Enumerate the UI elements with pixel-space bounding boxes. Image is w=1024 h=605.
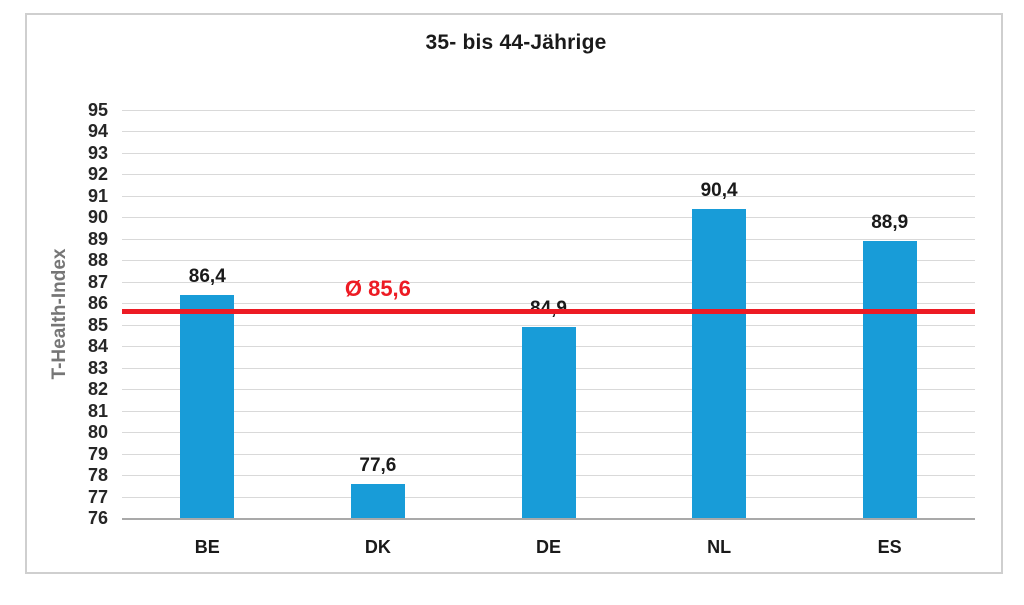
average-line xyxy=(122,309,975,314)
bar-value-label: 86,4 xyxy=(157,266,257,288)
y-tick-label: 78 xyxy=(68,464,108,486)
bar-nl xyxy=(692,209,746,518)
x-axis-line xyxy=(122,518,975,520)
bar-value-label: 88,9 xyxy=(840,212,940,234)
bar-be xyxy=(180,295,234,518)
average-line-label: Ø 85,6 xyxy=(298,276,458,302)
y-tick-label: 79 xyxy=(68,443,108,465)
chart-title: 35- bis 44-Jährige xyxy=(25,31,1007,55)
x-tick-label: DK xyxy=(328,537,428,558)
x-tick-label: DE xyxy=(499,537,599,558)
gridline xyxy=(122,325,975,326)
y-tick-label: 81 xyxy=(68,400,108,422)
y-tick-label: 88 xyxy=(68,249,108,271)
gridline xyxy=(122,239,975,240)
x-tick-label: NL xyxy=(669,537,769,558)
y-tick-label: 84 xyxy=(68,335,108,357)
gridline xyxy=(122,174,975,175)
y-tick-label: 82 xyxy=(68,378,108,400)
y-tick-label: 87 xyxy=(68,271,108,293)
bar-de xyxy=(522,327,576,518)
y-tick-label: 94 xyxy=(68,120,108,142)
y-tick-label: 92 xyxy=(68,163,108,185)
y-tick-label: 83 xyxy=(68,357,108,379)
chart-canvas: 35- bis 44-Jährige T-Health-Index 959493… xyxy=(0,0,1024,605)
gridline xyxy=(122,131,975,132)
y-tick-label: 89 xyxy=(68,228,108,250)
y-tick-label: 76 xyxy=(68,507,108,529)
gridline xyxy=(122,260,975,261)
gridline xyxy=(122,110,975,111)
bar-value-label: 77,6 xyxy=(328,455,428,477)
y-tick-label: 86 xyxy=(68,292,108,314)
y-tick-label: 91 xyxy=(68,185,108,207)
gridline xyxy=(122,196,975,197)
x-tick-label: BE xyxy=(157,537,257,558)
y-tick-label: 90 xyxy=(68,206,108,228)
x-tick-label: ES xyxy=(840,537,940,558)
y-tick-label: 93 xyxy=(68,142,108,164)
bar-es xyxy=(863,241,917,518)
chart-frame xyxy=(25,13,1003,574)
y-tick-label: 80 xyxy=(68,421,108,443)
bar-value-label: 90,4 xyxy=(669,180,769,202)
y-tick-label: 95 xyxy=(68,99,108,121)
y-tick-label: 85 xyxy=(68,314,108,336)
gridline xyxy=(122,153,975,154)
bar-dk xyxy=(351,484,405,518)
y-tick-label: 77 xyxy=(68,486,108,508)
